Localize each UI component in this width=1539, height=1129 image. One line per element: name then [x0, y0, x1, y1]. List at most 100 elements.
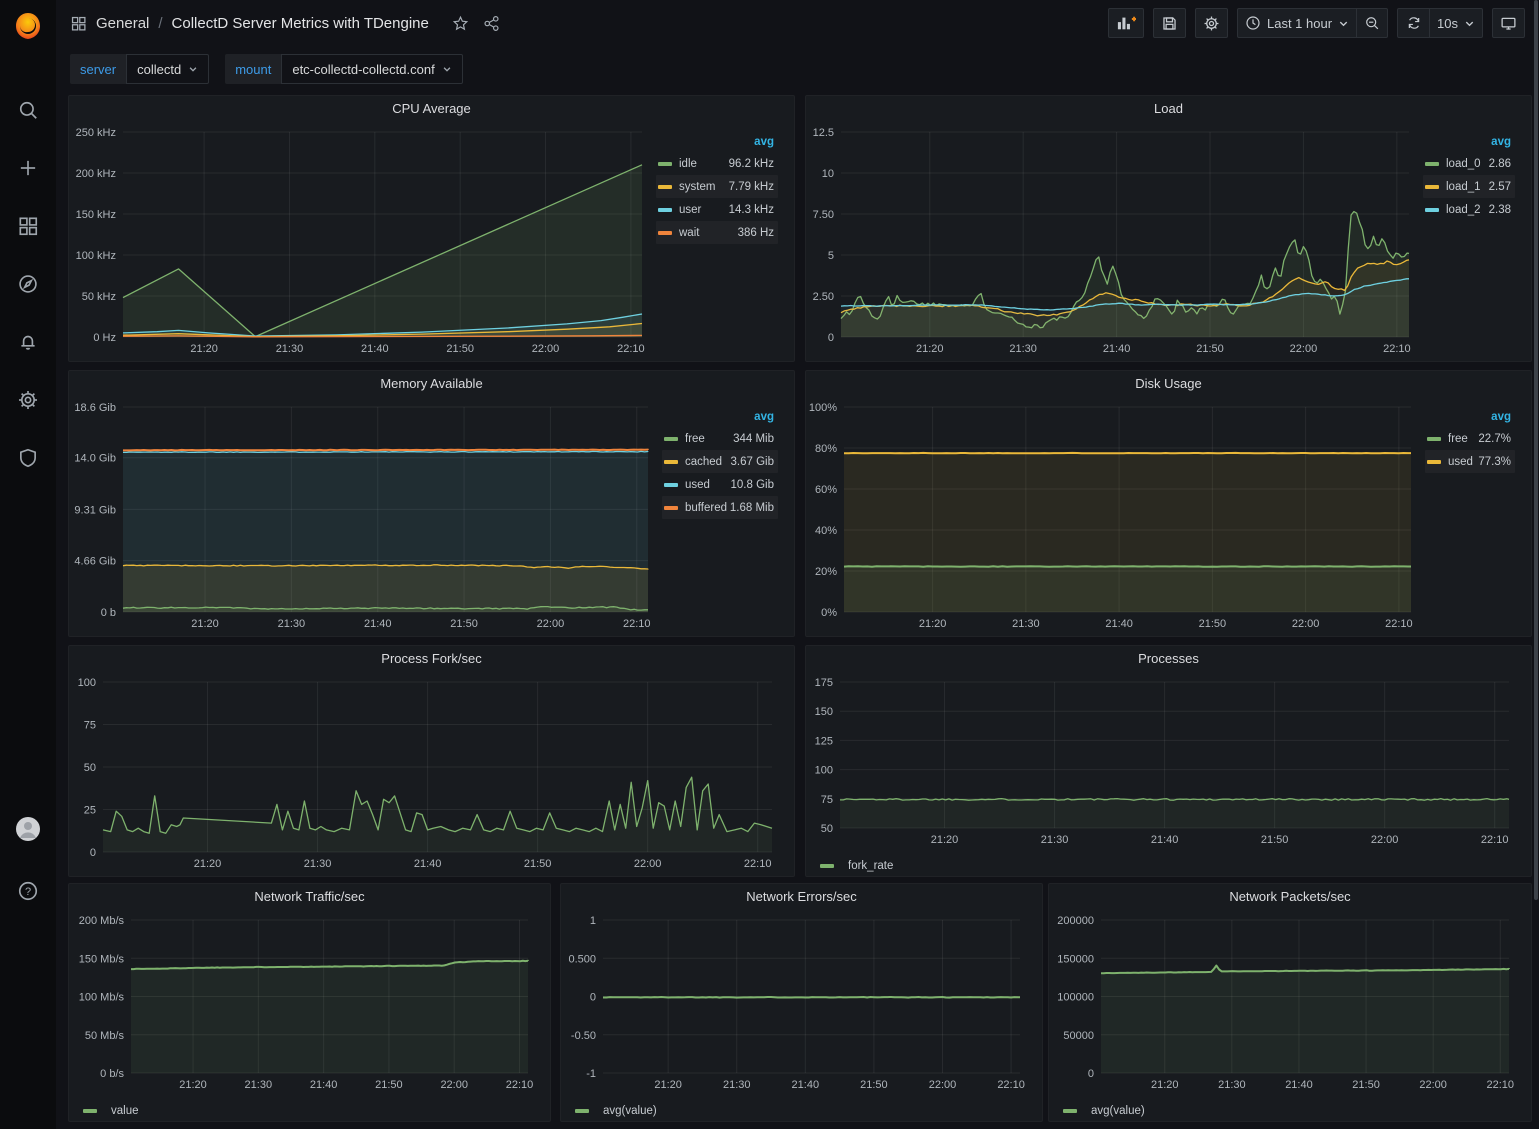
- legend-series-color: [1427, 437, 1441, 441]
- dashboards-icon[interactable]: [10, 208, 46, 244]
- refresh-button[interactable]: [1397, 8, 1429, 38]
- legend-series-name[interactable]: used: [685, 479, 710, 491]
- svg-text:200000: 200000: [1057, 915, 1094, 927]
- legend-avg-header[interactable]: avg: [662, 409, 778, 427]
- legend-series-name[interactable]: value: [111, 1105, 139, 1117]
- legend-series-color: [575, 1109, 589, 1113]
- chart-canvas[interactable]: 02.5057.501012.521:2021:3021:4021:5022:0…: [806, 122, 1423, 359]
- legend-avg-header[interactable]: avg: [1423, 134, 1515, 152]
- legend-series-name[interactable]: load_1: [1446, 181, 1481, 193]
- svg-text:21:50: 21:50: [1352, 1079, 1380, 1091]
- legend-series-name[interactable]: avg(value): [603, 1105, 657, 1117]
- panel-title[interactable]: CPU Average: [69, 96, 794, 122]
- cycle-view-mode-button[interactable]: [1492, 8, 1525, 38]
- legend-series-name[interactable]: free: [685, 433, 705, 445]
- server-admin-shield-icon[interactable]: [10, 440, 46, 476]
- chart-canvas[interactable]: 0 b/s50 Mb/s100 Mb/s150 Mb/s200 Mb/s21:2…: [69, 910, 542, 1095]
- add-panel-button[interactable]: [1108, 8, 1144, 38]
- variable-server-value-dropdown[interactable]: collectd: [126, 54, 209, 84]
- svg-text:22:00: 22:00: [440, 1079, 468, 1091]
- legend-series-name[interactable]: buffered: [685, 502, 727, 514]
- svg-text:22:00: 22:00: [537, 618, 565, 630]
- zoom-out-button[interactable]: [1356, 8, 1388, 38]
- legend-series-name[interactable]: avg(value): [1091, 1105, 1145, 1117]
- chevron-down-icon: [442, 64, 452, 74]
- svg-text:21:30: 21:30: [1218, 1079, 1246, 1091]
- variable-mount-value-dropdown[interactable]: etc-collectd-collectd.conf: [281, 54, 462, 84]
- panel-title[interactable]: Process Fork/sec: [69, 646, 794, 672]
- panel-cpu-average: CPU Average0 Hz50 kHz100 kHz150 kHz200 k…: [68, 95, 795, 362]
- panel-title[interactable]: Network Traffic/sec: [69, 884, 550, 910]
- share-icon[interactable]: [483, 15, 500, 32]
- time-range-picker[interactable]: Last 1 hour: [1237, 8, 1356, 38]
- dashboard-settings-button[interactable]: [1195, 8, 1228, 38]
- breadcrumb-folder[interactable]: General: [96, 15, 149, 32]
- svg-text:0%: 0%: [821, 607, 837, 619]
- scrollbar-thumb[interactable]: [1534, 0, 1538, 900]
- svg-text:0 Hz: 0 Hz: [93, 332, 116, 344]
- search-icon[interactable]: [10, 92, 46, 128]
- explore-compass-icon[interactable]: [10, 266, 46, 302]
- legend-avg-header[interactable]: avg: [1425, 409, 1515, 427]
- legend-series-color: [820, 864, 834, 868]
- page-scrollbar[interactable]: [1534, 0, 1539, 1129]
- legend-item-wait: wait386 Hz: [656, 221, 778, 244]
- legend-series-name[interactable]: free: [1448, 433, 1468, 445]
- legend-item-system: system7.79 kHz: [656, 175, 778, 198]
- alerting-bell-icon[interactable]: [10, 324, 46, 360]
- svg-text:0: 0: [828, 332, 834, 344]
- svg-text:21:50: 21:50: [446, 343, 474, 355]
- dashboard-title[interactable]: CollectD Server Metrics with TDengine: [172, 15, 429, 32]
- legend-series-name[interactable]: used: [1448, 456, 1473, 468]
- legend-series-name[interactable]: idle: [679, 158, 697, 170]
- panel-title[interactable]: Memory Available: [69, 371, 794, 397]
- legend-series-name[interactable]: fork_rate: [848, 860, 893, 872]
- help-icon[interactable]: ?: [10, 873, 46, 909]
- configuration-gear-icon[interactable]: [10, 382, 46, 418]
- network-errors-sec-chart: -1-0.5000.500121:2021:3021:4021:5022:002…: [561, 910, 1034, 1100]
- svg-text:100%: 100%: [809, 402, 837, 414]
- svg-text:22:00: 22:00: [929, 1079, 957, 1091]
- svg-text:22:00: 22:00: [1290, 343, 1318, 355]
- svg-text:21:20: 21:20: [919, 618, 947, 630]
- svg-text:80%: 80%: [815, 443, 837, 455]
- chart-canvas[interactable]: 05000010000015000020000021:2021:3021:402…: [1049, 910, 1523, 1095]
- chart-canvas[interactable]: 025507510021:2021:3021:4021:5022:0022:10: [69, 672, 786, 874]
- svg-text:25: 25: [84, 805, 96, 817]
- process-fork-sec-chart: 025507510021:2021:3021:4021:5022:0022:10: [69, 672, 786, 879]
- svg-text:22:00: 22:00: [532, 343, 560, 355]
- grafana-logo[interactable]: [0, 0, 56, 52]
- chart-canvas[interactable]: 507510012515017521:2021:3021:4021:5022:0…: [806, 672, 1523, 850]
- legend-series-name[interactable]: load_2: [1446, 204, 1481, 216]
- save-dashboard-button[interactable]: [1153, 8, 1186, 38]
- legend-series-name[interactable]: load_0: [1446, 158, 1481, 170]
- refresh-interval-dropdown[interactable]: 10s: [1429, 8, 1483, 38]
- panel-title[interactable]: Network Errors/sec: [561, 884, 1042, 910]
- svg-text:200 Mb/s: 200 Mb/s: [79, 915, 125, 927]
- svg-text:5: 5: [828, 250, 834, 262]
- user-avatar[interactable]: [10, 811, 46, 847]
- panel-title[interactable]: Load: [806, 96, 1531, 122]
- panel-title[interactable]: Disk Usage: [806, 371, 1531, 397]
- svg-text:2.50: 2.50: [813, 291, 834, 303]
- panel-legend: avgload_02.86load_12.57load_22.38: [1423, 122, 1523, 364]
- legend-series-name[interactable]: cached: [685, 456, 722, 468]
- chevron-down-icon: [1338, 18, 1349, 29]
- svg-text:21:50: 21:50: [1261, 834, 1289, 846]
- chart-canvas[interactable]: 0 Hz50 kHz100 kHz150 kHz200 kHz250 kHz21…: [69, 122, 656, 359]
- create-plus-icon[interactable]: [10, 150, 46, 186]
- legend-series-name[interactable]: wait: [679, 227, 699, 239]
- svg-text:0.500: 0.500: [568, 953, 596, 965]
- svg-text:21:40: 21:40: [364, 618, 392, 630]
- legend-avg-header[interactable]: avg: [656, 134, 778, 152]
- legend-series-name[interactable]: system: [679, 181, 715, 193]
- svg-text:100: 100: [815, 765, 833, 777]
- chart-canvas[interactable]: -1-0.5000.500121:2021:3021:4021:5022:002…: [561, 910, 1034, 1095]
- panel-title[interactable]: Network Packets/sec: [1049, 884, 1531, 910]
- chart-canvas[interactable]: 0%20%40%60%80%100%21:2021:3021:4021:5022…: [806, 397, 1425, 634]
- legend-item-free: free344 Mib: [662, 427, 778, 450]
- star-icon[interactable]: [452, 15, 469, 32]
- chart-canvas[interactable]: 0 b4.66 Gib9.31 Gib14.0 Gib18.6 Gib21:20…: [69, 397, 662, 634]
- legend-series-name[interactable]: user: [679, 204, 701, 216]
- panel-title[interactable]: Processes: [806, 646, 1531, 672]
